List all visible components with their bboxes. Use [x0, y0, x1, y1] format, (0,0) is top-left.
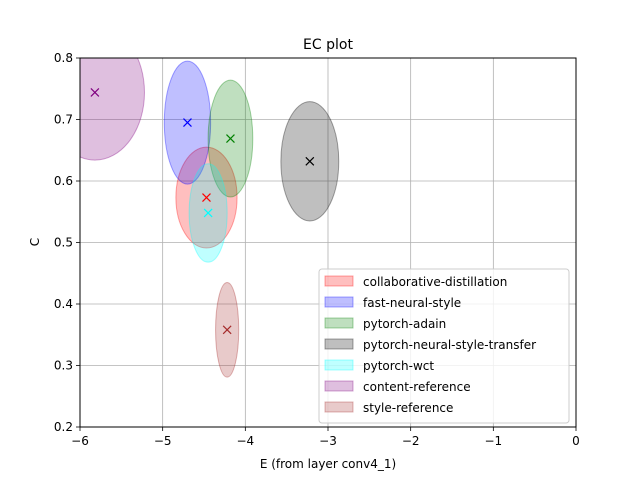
x-tick-label: −3 — [319, 434, 337, 448]
x-tick-label: −1 — [484, 434, 502, 448]
point-marker-pytorch-wct — [203, 208, 213, 218]
legend-label: style-reference — [363, 401, 453, 415]
legend-swatch-fast-neural-style — [324, 296, 354, 308]
x-axis-ticks: −6 −5 −4 −3 −2 −1 0 — [71, 427, 580, 448]
y-tick-label: 0.8 — [54, 51, 73, 65]
x-tick-label: −5 — [154, 434, 172, 448]
point-marker-content-reference — [90, 88, 100, 97]
y-tick-label: 0.2 — [54, 420, 73, 434]
y-tick-label: 0.5 — [54, 236, 73, 250]
legend-swatch-pytorch-neural-style-transfer — [324, 338, 354, 350]
chart-title: EC plot — [303, 37, 353, 53]
legend-swatch-pytorch-wct — [324, 359, 354, 371]
y-tick-label: 0.4 — [54, 297, 73, 311]
point-marker-style-reference — [222, 325, 232, 335]
legend-swatch-style-reference — [324, 401, 354, 413]
error-ellipse-content-reference — [80, 58, 145, 161]
legend-label: collaborative-distillation — [363, 275, 507, 289]
point-marker-pytorch-neural-style-transfer — [305, 156, 315, 166]
legend-label: pytorch-adain — [363, 317, 446, 331]
legend: collaborative-distillation fast-neural-st… — [318, 268, 570, 424]
legend-box — [318, 268, 570, 424]
y-tick-label: 0.6 — [54, 174, 73, 188]
point-marker-pytorch-adain — [226, 134, 235, 143]
point-marker-collaborative-distillation — [202, 193, 211, 203]
y-tick-label: 0.7 — [54, 113, 73, 127]
y-tick-label: 0.3 — [54, 359, 73, 373]
legend-label: pytorch-neural-style-transfer — [363, 338, 536, 352]
legend-label: fast-neural-style — [363, 296, 461, 310]
data-markers — [90, 88, 315, 335]
legend-label: pytorch-wct — [363, 359, 434, 373]
legend-swatch-pytorch-adain — [324, 317, 354, 329]
point-marker-fast-neural-style — [183, 118, 192, 127]
y-axis-ticks: 0.2 0.3 0.4 0.5 0.6 0.7 0.8 — [54, 51, 80, 434]
x-tick-label: −2 — [402, 434, 420, 448]
x-tick-label: −4 — [236, 434, 254, 448]
y-axis-label: C — [28, 238, 42, 246]
error-ellipses — [80, 58, 340, 378]
legend-swatch-collaborative-distillation — [324, 275, 354, 287]
x-tick-label: −6 — [71, 434, 89, 448]
legend-label: content-reference — [363, 380, 471, 394]
x-axis-label: E (from layer conv4_1) — [260, 457, 396, 471]
x-tick-label: 0 — [572, 434, 580, 448]
legend-swatch-content-reference — [324, 380, 354, 392]
